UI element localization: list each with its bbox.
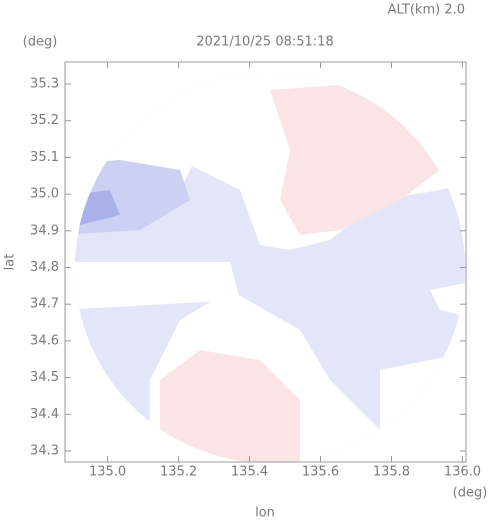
- x-tick-label: 136.0: [444, 465, 481, 480]
- x-tick-label: 135.6: [302, 465, 339, 480]
- plot-frame: [64, 61, 467, 463]
- x-axis-label: lon: [255, 506, 275, 521]
- y-tick-label: 35.2: [30, 113, 59, 128]
- y-tick-label: 34.5: [30, 370, 59, 385]
- y-axis-label: lat: [3, 254, 18, 271]
- x-tick-label: 135.2: [160, 465, 197, 480]
- y-tick-label: 34.6: [30, 333, 59, 348]
- x-unit: (deg): [453, 486, 488, 501]
- y-tick-label: 34.4: [30, 407, 59, 422]
- y-tick-label: 34.7: [30, 297, 59, 312]
- x-tick-label: 135.0: [89, 465, 126, 480]
- altitude-label: ALT(km) 2.0: [388, 3, 465, 18]
- y-tick-label: 34.3: [30, 443, 59, 458]
- y-unit: (deg): [23, 35, 58, 50]
- y-tick-label: 35.3: [30, 77, 59, 92]
- y-tick-label: 34.8: [30, 260, 59, 275]
- y-tick-label: 34.9: [30, 223, 59, 238]
- chart-title: 2021/10/25 08:51:18: [196, 35, 333, 50]
- radar-field: [75, 73, 465, 462]
- x-tick-label: 135.4: [231, 465, 268, 480]
- y-tick-label: 35.1: [30, 150, 59, 165]
- y-tick-label: 35.0: [30, 187, 59, 202]
- x-tick-label: 135.8: [373, 465, 410, 480]
